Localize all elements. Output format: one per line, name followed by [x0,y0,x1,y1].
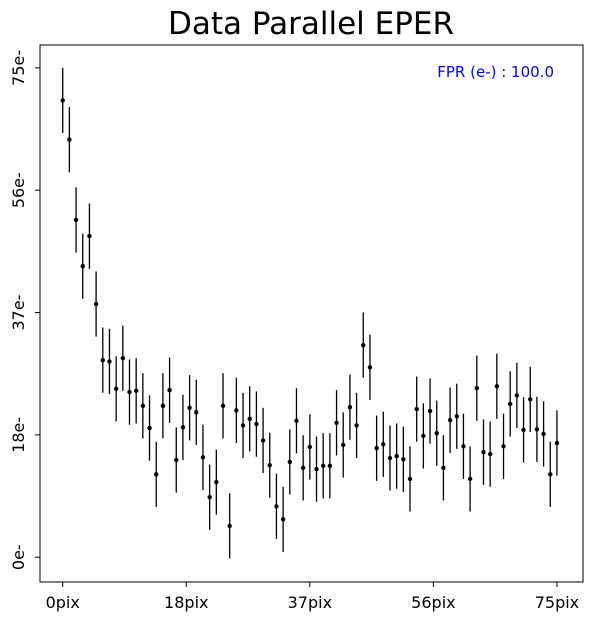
point [73,217,79,223]
point [194,410,199,415]
point [334,420,339,425]
point [154,472,159,477]
point [481,449,486,455]
point [441,465,446,471]
point [80,263,85,269]
point [367,365,373,370]
y-tick-label: 37e- [9,295,28,331]
point [381,442,386,447]
point [234,408,239,413]
point [327,463,333,469]
point [474,386,480,391]
point [274,504,279,509]
point [501,444,506,449]
x-tick-label: 37pix [288,593,332,612]
y-tick-label: 56e- [9,172,28,208]
point [528,397,533,402]
point [200,455,206,460]
point [220,403,226,409]
point [354,423,359,428]
point [140,403,146,409]
chart-title: Data Parallel EPER [168,6,454,42]
point [207,494,212,500]
point [227,523,232,529]
point [347,404,353,410]
point [521,427,526,433]
x-tick-label: 0pix [46,593,80,612]
point [240,423,246,428]
point [300,465,306,471]
plot-frame [39,44,584,583]
point [180,425,186,430]
point [487,451,493,457]
y-tick-label: 75e- [9,50,28,86]
point [374,446,379,451]
point [167,387,172,393]
point [514,393,520,398]
point [120,355,126,361]
point [387,455,393,461]
point [434,431,439,436]
point [254,421,259,427]
point [314,466,319,472]
point [467,476,473,482]
point [187,405,192,410]
point [294,418,299,424]
x-tick-label: 18pix [164,593,208,612]
point [267,463,272,468]
point [401,457,406,462]
y-tick-label: 0e- [9,544,28,570]
point [341,442,346,448]
point [534,427,540,432]
point [541,431,546,437]
point [507,401,513,407]
point [407,476,413,482]
point [554,440,560,446]
point [494,384,500,389]
point [548,472,553,477]
point [421,433,426,439]
point [133,388,139,394]
point [93,301,99,307]
y-tick-label: 18e- [9,417,28,453]
point [247,416,252,422]
point [160,403,166,409]
point [100,357,105,363]
point [414,406,419,412]
point [107,359,112,364]
point [320,463,326,469]
annotation: FPR (e-) : 100.0 [437,63,554,81]
point [394,453,399,459]
point [127,389,132,395]
point [427,408,433,414]
point [60,98,65,103]
point [461,444,466,449]
point [147,425,152,431]
point [113,386,119,392]
point [87,233,92,239]
x-tick-label: 75pix [535,593,579,612]
point [260,438,266,443]
point [214,479,219,485]
point [67,137,72,142]
point [287,459,292,465]
point [454,414,459,419]
point [174,457,179,463]
point [280,517,286,522]
x-tick-label: 56pix [411,593,455,612]
point [307,444,313,450]
point [447,417,453,423]
point [361,342,366,348]
